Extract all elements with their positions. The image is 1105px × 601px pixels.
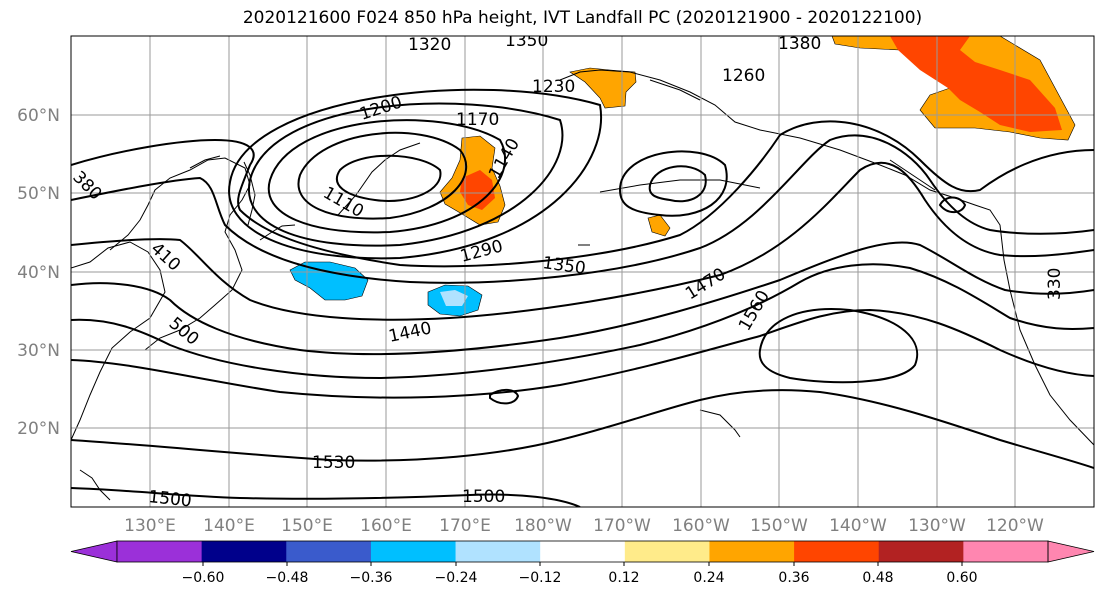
contour-label: 1350 (505, 31, 548, 51)
lon-label: 140°W (829, 516, 887, 536)
colorbar-segment (624, 541, 710, 562)
height-contours (71, 88, 1094, 507)
lon-label: 150°W (750, 516, 808, 536)
ivt-positive-shading (439, 36, 1076, 237)
lon-label: 160°W (672, 516, 730, 536)
lon-label: 150°E (281, 516, 333, 536)
colorbar-segment (794, 541, 880, 562)
colorbar-tick-label: −0.12 (519, 570, 562, 586)
lat-label: 60°N (17, 106, 60, 126)
lon-label: 170°E (439, 516, 491, 536)
contour-label: 1530 (312, 453, 355, 473)
contour-label: 1320 (408, 35, 451, 55)
contour-label: 330 (1045, 268, 1065, 300)
lat-label: 20°N (17, 419, 60, 439)
colorbar-extend-high (1047, 540, 1095, 563)
contour-label: 1230 (532, 77, 575, 97)
contour-label: 1260 (722, 66, 765, 86)
colorbar: −0.60 −0.48 −0.36 −0.24 −0.12 0.12 0.24 0.36 0.4… (70, 540, 1095, 586)
colorbar-tick-label: 0.60 (946, 570, 977, 586)
lat-label: 40°N (17, 263, 60, 283)
lon-label: 130°W (908, 516, 966, 536)
colorbar-tick-label: −0.36 (350, 570, 393, 586)
colorbar-segment (201, 541, 287, 562)
contour-label: 1500 (147, 487, 192, 511)
colorbar-segment (455, 541, 541, 562)
colorbar-segment (963, 541, 1049, 562)
colorbar-tick-label: 0.12 (608, 570, 639, 586)
colorbar-segment (370, 541, 457, 562)
colorbar-tick-label: 0.24 (693, 570, 724, 586)
contour-label: 1170 (456, 110, 499, 130)
longitude-labels: 130°E 140°E 150°E 160°E 170°E 180°W 170°… (124, 516, 1044, 536)
colorbar-segment (709, 541, 795, 562)
contour-label: 1500 (462, 487, 505, 507)
colorbar-segment (540, 541, 626, 562)
map-title: 2020121600 F024 850 hPa height, IVT Land… (242, 8, 923, 28)
latitude-labels: 60°N 50°N 40°N 30°N 20°N (17, 106, 60, 439)
colorbar-segment (878, 541, 964, 562)
colorbar-segment (117, 541, 203, 562)
map-frame (70, 35, 1095, 508)
colorbar-tick-label: −0.48 (266, 570, 309, 586)
contour-label: 1380 (778, 34, 821, 54)
colorbar-frame (116, 540, 1049, 563)
lon-label: 170°W (593, 516, 651, 536)
lon-label: 160°E (360, 516, 412, 536)
colorbar-tick-label: −0.60 (182, 570, 225, 586)
lon-label: 130°E (124, 516, 176, 536)
colorbar-tick-label: 0.48 (862, 570, 893, 586)
lon-label: 180°W (514, 516, 572, 536)
colorbar-tick-label: −0.24 (435, 570, 478, 586)
lat-label: 30°N (17, 341, 60, 361)
colorbar-extend-low (70, 540, 118, 563)
colorbar-segment (286, 541, 372, 562)
lat-label: 50°N (17, 184, 60, 204)
colorbar-tick-label: 0.36 (778, 570, 809, 586)
lon-label: 120°W (986, 516, 1044, 536)
lon-label: 140°E (203, 516, 255, 536)
